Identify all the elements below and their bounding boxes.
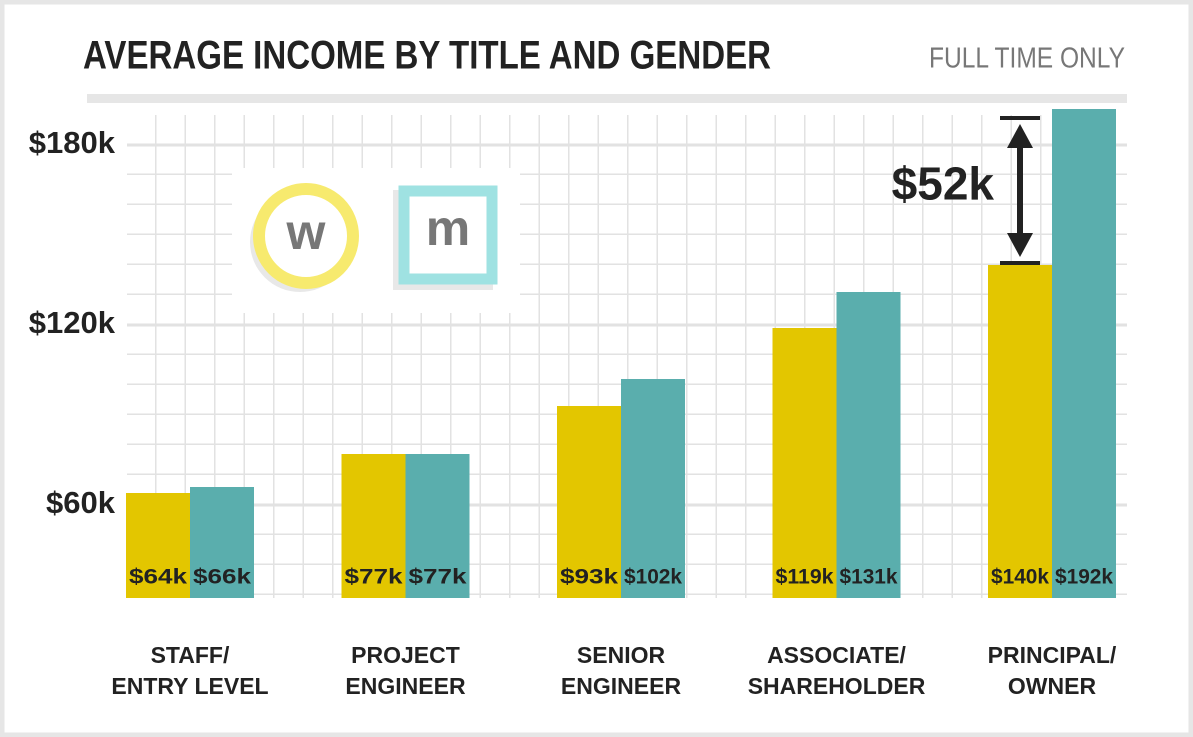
bar (836, 292, 901, 598)
bar (405, 454, 470, 598)
bar (988, 265, 1052, 598)
legend: w m (232, 168, 520, 313)
value-label: $192k (1055, 566, 1113, 589)
value-label: $77k (409, 566, 467, 589)
bar (557, 406, 621, 598)
value-label: $140k (991, 566, 1049, 589)
value-label: $119k (776, 566, 834, 589)
gap-annotation: $52k (892, 116, 1040, 265)
x-tick-label: PRINCIPAL/ OWNER (987, 642, 1117, 699)
x-tick-label: SENIOR ENGINEER (560, 642, 682, 699)
value-label: $77k (345, 566, 403, 589)
bar (621, 379, 685, 598)
annotation-arrowhead (1007, 233, 1033, 257)
x-tick-label: PROJECT ENGINEER (345, 642, 466, 699)
x-tick-label: ASSOCIATE/ SHAREHOLDER (747, 642, 926, 699)
chart-title: AVERAGE INCOME BY TITLE AND GENDER (83, 34, 771, 78)
legend-m-icon (398, 185, 498, 285)
bar (126, 493, 190, 598)
legend-w-icon (253, 183, 359, 289)
y-tick-label: $180k (29, 125, 116, 160)
x-tick-label: STAFF/ ENTRY LEVEL (111, 642, 269, 699)
y-tick-label: $60k (46, 485, 116, 520)
legend-label: m (426, 200, 470, 256)
bar (772, 328, 837, 598)
value-label: $102k (624, 566, 682, 589)
header-rule (87, 94, 1127, 103)
value-label: $131k (840, 566, 898, 589)
y-tick-label: $120k (29, 305, 116, 340)
value-label: $64k (129, 566, 187, 589)
annotation-arrowhead (1007, 124, 1033, 148)
legend-label: w (286, 204, 326, 260)
annotation-label: $52k (892, 158, 995, 210)
value-label: $66k (193, 566, 251, 589)
bar (1052, 109, 1116, 598)
chart-subtitle: FULL TIME ONLY (929, 43, 1125, 75)
bar (190, 487, 254, 598)
value-label: $93k (560, 566, 618, 589)
bar (341, 454, 406, 598)
